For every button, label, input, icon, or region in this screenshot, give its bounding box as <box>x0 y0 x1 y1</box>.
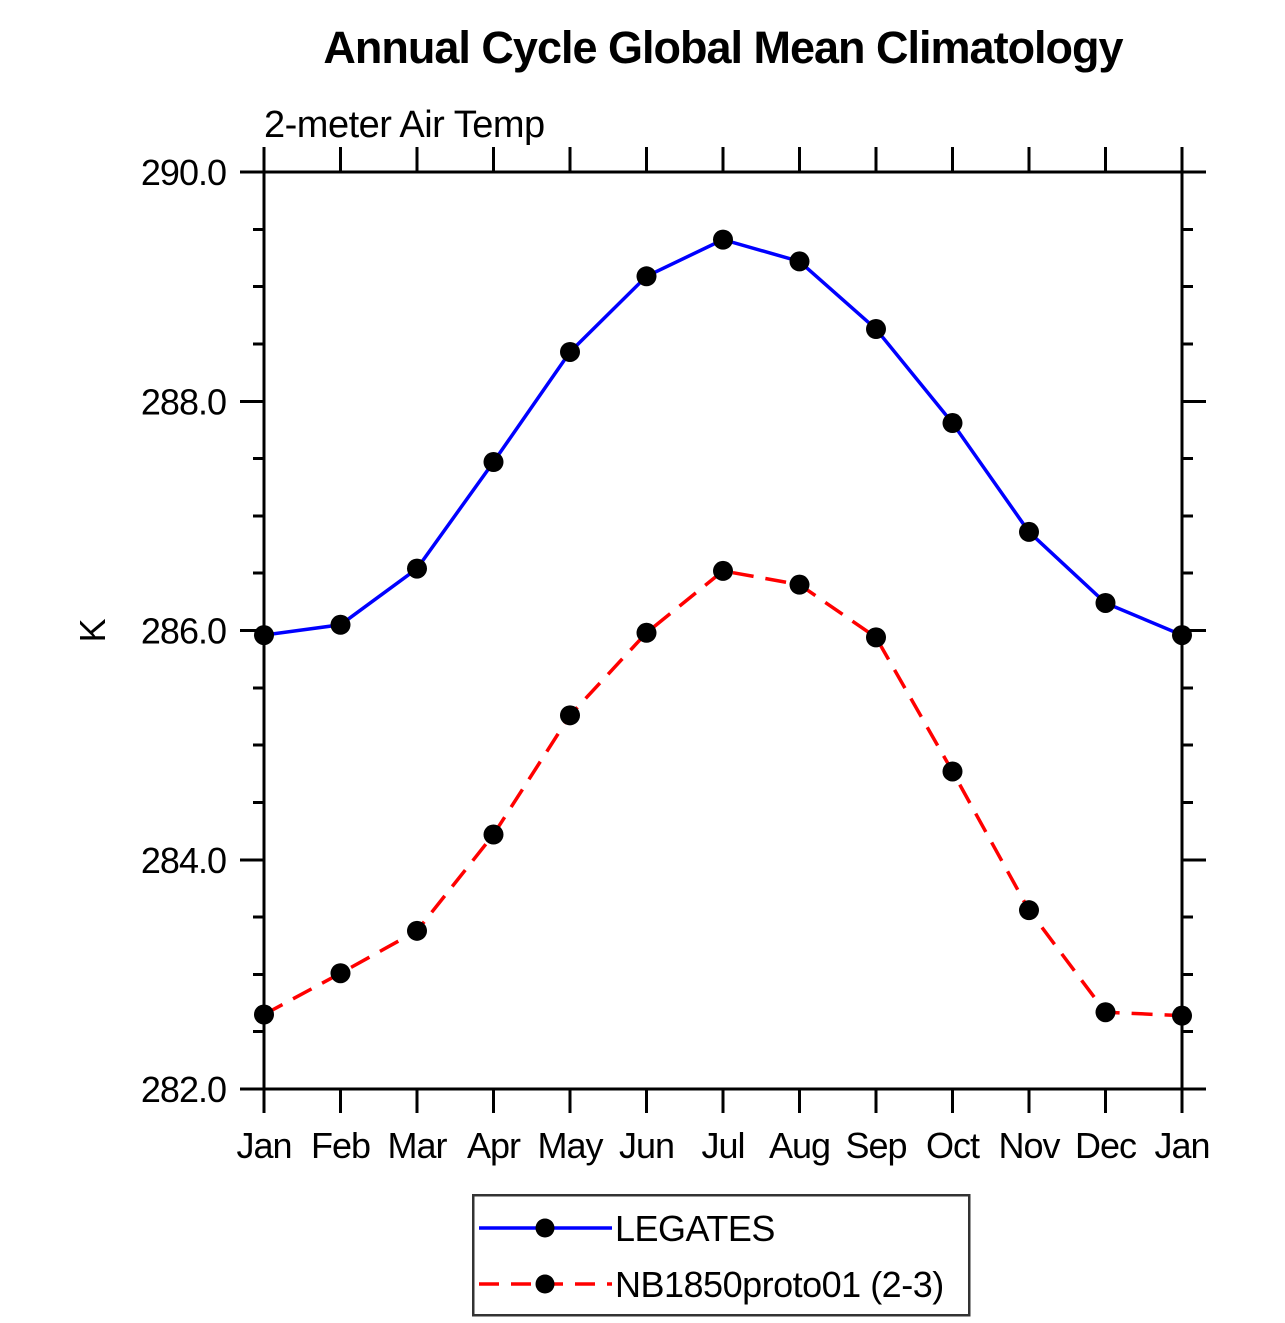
legend-box <box>471 1193 971 1317</box>
data-point <box>254 1004 274 1025</box>
y-tick-label: 282.0 <box>141 1069 226 1110</box>
data-point <box>560 705 580 726</box>
y-tick-label: 290.0 <box>141 152 226 193</box>
x-tick-label: Feb <box>311 1125 370 1166</box>
x-tick-label: Oct <box>926 1125 980 1166</box>
y-axis-label: K <box>72 619 113 643</box>
data-series <box>254 229 1192 1026</box>
x-tick-label: May <box>537 1125 603 1166</box>
data-point <box>1019 521 1039 542</box>
y-tick-label: 284.0 <box>141 840 226 881</box>
data-point <box>560 341 580 362</box>
y-tick-label: 286.0 <box>141 611 226 652</box>
legend-item-label: NB1850proto01 (2-3) <box>615 1264 944 1305</box>
data-point <box>713 560 733 581</box>
data-point <box>1172 625 1192 646</box>
x-tick-label: Jul <box>701 1125 744 1166</box>
x-tick-label: Dec <box>1075 1125 1137 1166</box>
data-point <box>483 452 504 473</box>
chart-subtitle: 2-meter Air Temp <box>264 104 545 146</box>
data-point <box>330 614 351 635</box>
data-point <box>713 229 733 250</box>
data-point <box>407 920 427 941</box>
x-tick-label: Jan <box>236 1125 291 1166</box>
x-tick-label: Aug <box>769 1125 830 1166</box>
legend-marker <box>535 1218 555 1238</box>
x-tick-label: Nov <box>998 1125 1060 1166</box>
data-point <box>866 627 886 648</box>
x-tick-label: Mar <box>388 1125 448 1166</box>
data-point <box>407 558 427 579</box>
data-point <box>942 413 963 434</box>
data-point <box>330 963 351 984</box>
x-tick-label: Jan <box>1154 1125 1209 1166</box>
data-point <box>1095 592 1116 613</box>
plot-axes: Jan Feb Mar Apr May Jun Jul Aug Sep Oct Nov Dec Jan2… <box>141 147 1211 1166</box>
data-point <box>254 625 274 646</box>
data-point <box>942 761 963 782</box>
series-line-NB1850proto01-(2-3) <box>263 569 1183 1018</box>
legend: LEGATES NB1850proto01 (2-3) <box>471 1193 971 1317</box>
data-point <box>1172 1005 1192 1026</box>
data-point <box>1019 900 1039 921</box>
plot-frame <box>262 170 1184 1091</box>
chart-title: Annual Cycle Global Mean Climatology <box>323 22 1123 73</box>
legend-marker <box>535 1274 555 1294</box>
x-tick-label: Jun <box>619 1125 674 1166</box>
x-tick-label: Sep <box>845 1125 906 1166</box>
data-point <box>789 251 810 272</box>
data-point <box>483 824 504 845</box>
data-point <box>1095 1002 1116 1023</box>
data-point <box>866 319 886 340</box>
x-tick-label: Apr <box>467 1125 521 1166</box>
y-tick-label: 288.0 <box>141 381 226 422</box>
legend-item-label: LEGATES <box>615 1208 775 1249</box>
data-point <box>636 266 657 287</box>
data-point <box>789 574 810 595</box>
data-point <box>636 622 657 643</box>
